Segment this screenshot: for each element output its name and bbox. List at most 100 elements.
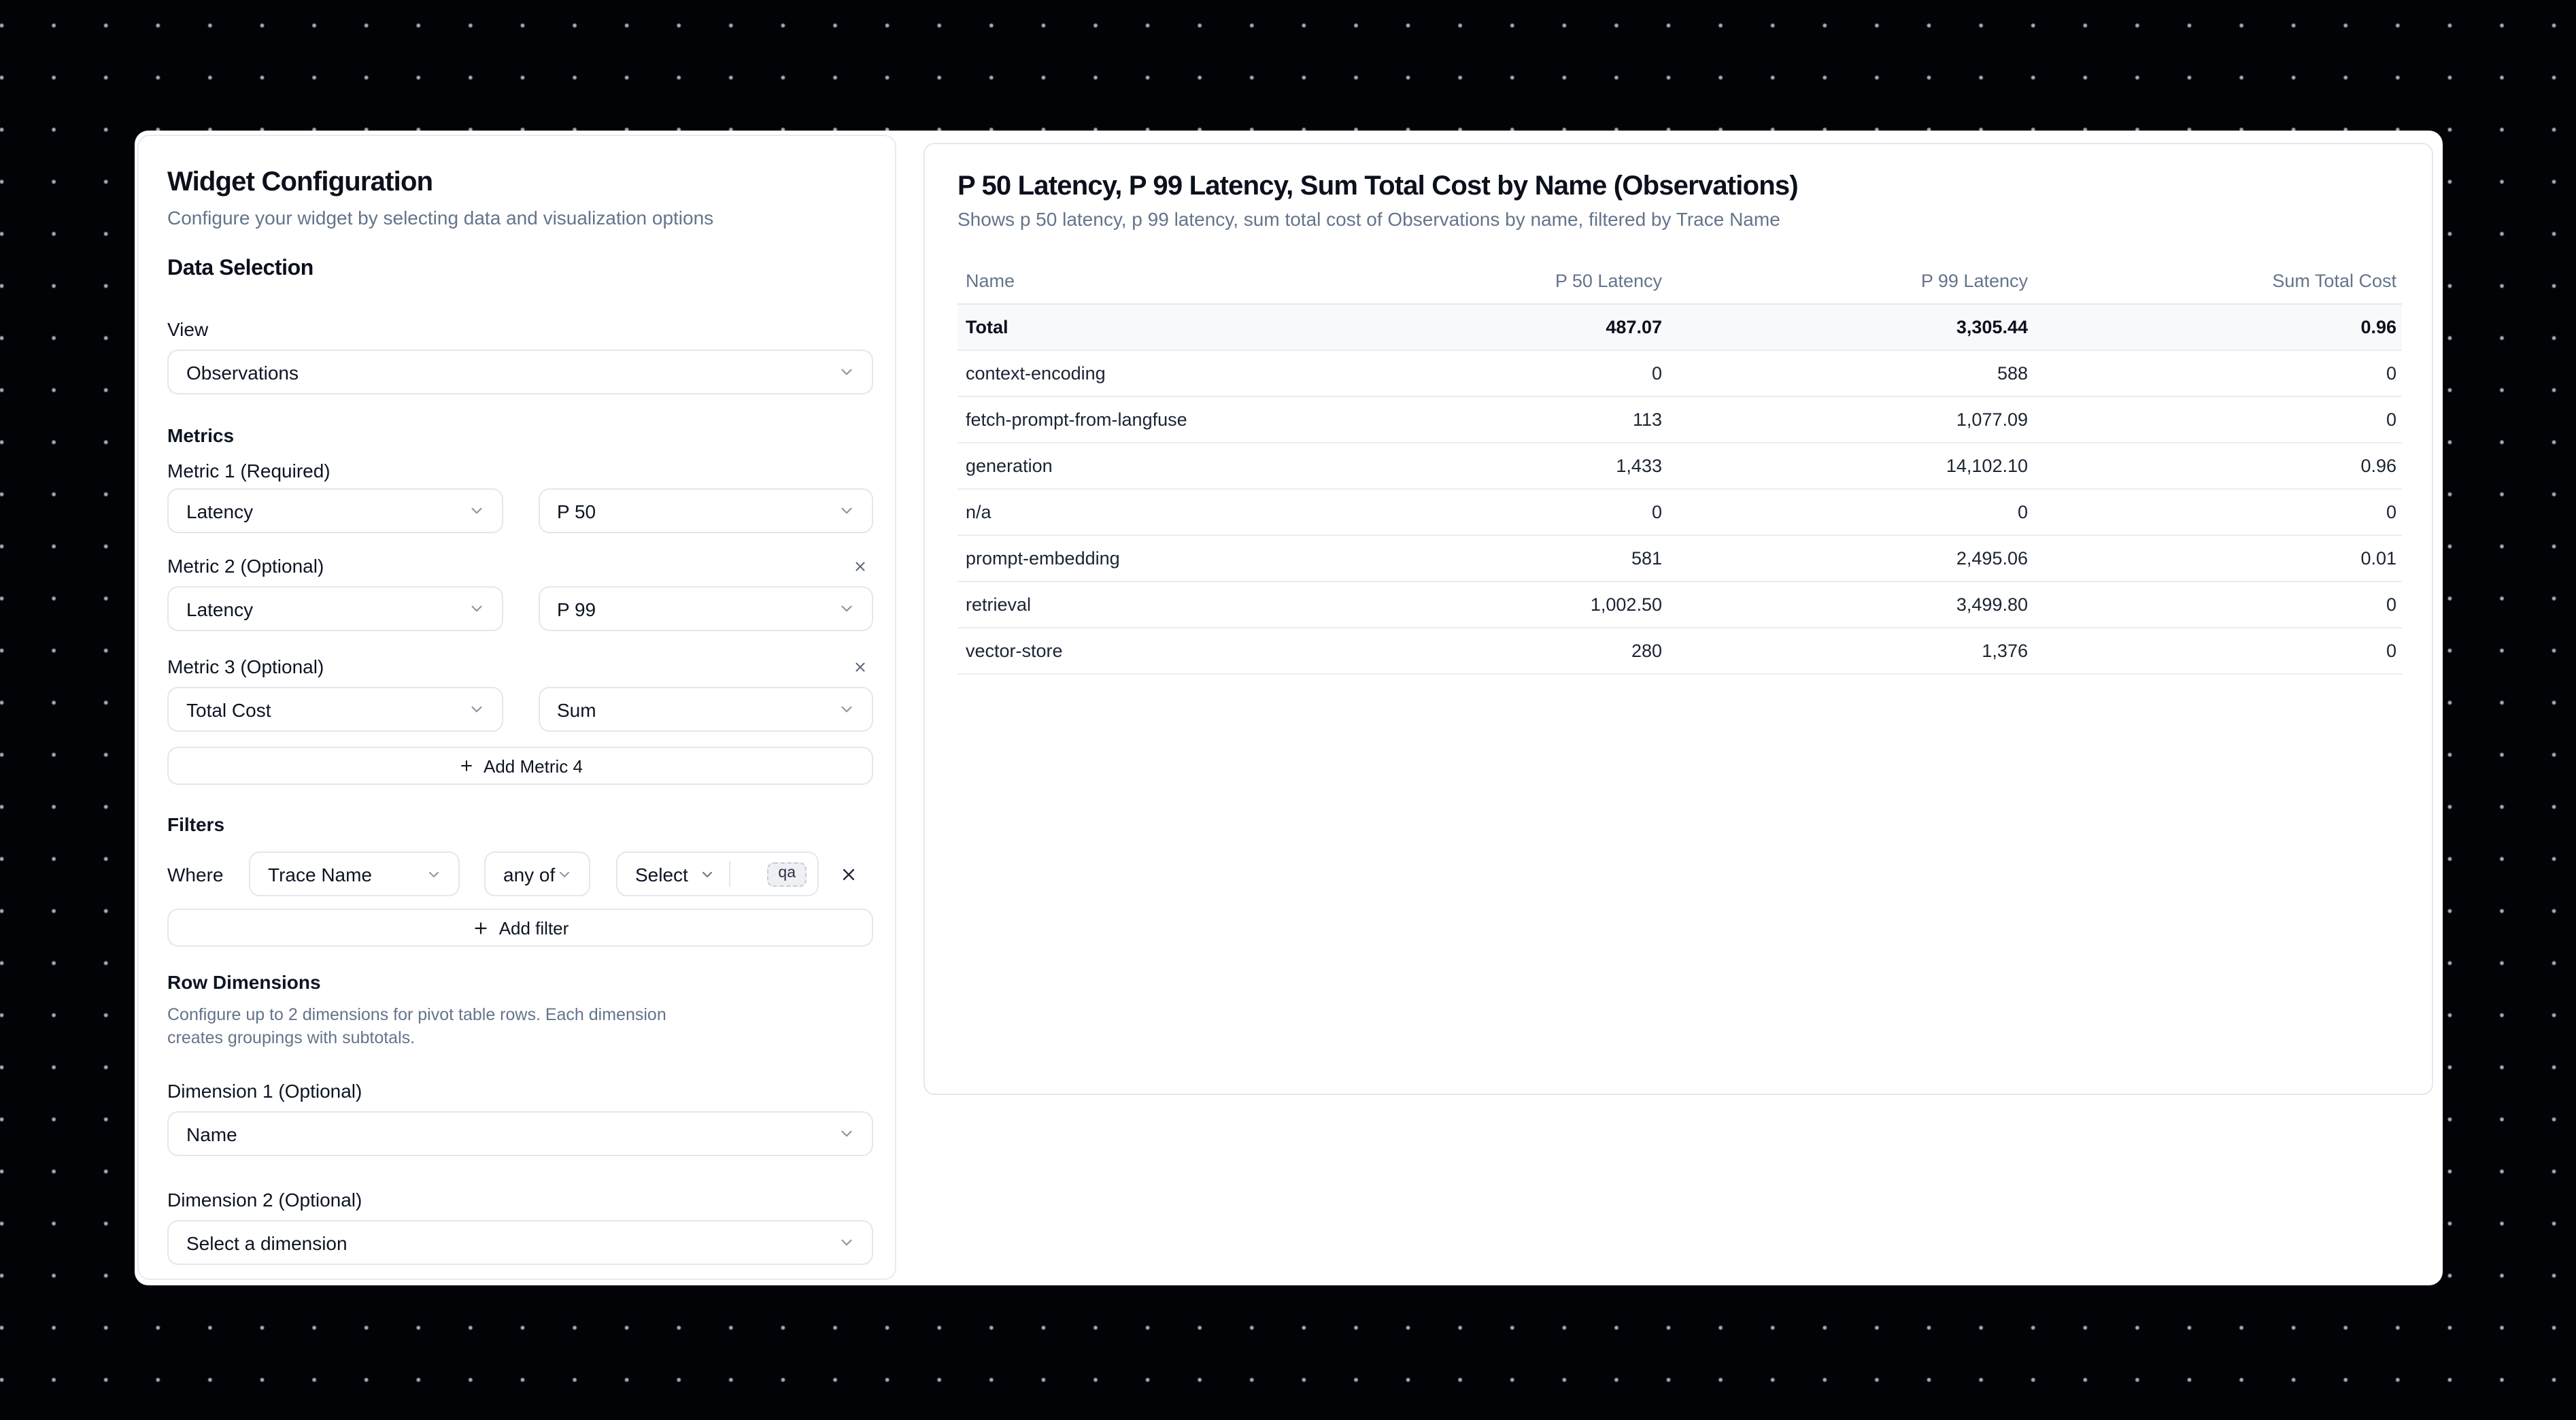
chevron-down-icon	[838, 502, 855, 520]
table-row: prompt-embedding 581 2,495.06 0.01	[957, 536, 2402, 582]
table-cell-cost: 0	[2386, 409, 2396, 430]
remove-metric-2-button[interactable]	[850, 556, 870, 576]
filter-operator-value: any of	[503, 863, 556, 885]
table-cell-name: prompt-embedding	[966, 548, 1120, 569]
chevron-down-icon	[699, 866, 715, 882]
table-cell-cost: 0.96	[2360, 456, 2396, 476]
metric-3-aggregation-value: Sum	[557, 698, 596, 720]
filter-column-value: Trace Name	[268, 863, 373, 885]
metric-3-label: Metric 3 (Optional)	[167, 656, 324, 677]
filter-value-placeholder: Select	[635, 863, 688, 885]
metric-1-measure-select[interactable]: Latency	[167, 488, 503, 533]
table-cell-p99: 14,102.10	[1946, 456, 2028, 476]
metric-1-aggregation-select[interactable]: P 50	[538, 488, 873, 533]
widget-builder-window: Widget Configuration Configure your widg…	[135, 131, 2443, 1285]
dimension-1-value: Name	[186, 1123, 237, 1145]
table-cell-p50: 0	[1651, 363, 1662, 384]
metric-3-aggregation-select[interactable]: Sum	[538, 687, 873, 732]
x-icon	[853, 558, 868, 573]
chevron-down-icon	[838, 700, 855, 718]
table-cell-p50: 280	[1631, 641, 1662, 661]
filter-column-select[interactable]: Trace Name	[249, 851, 460, 896]
table-row: vector-store 280 1,376 0	[957, 628, 2402, 675]
x-icon	[853, 659, 868, 674]
view-label: View	[167, 318, 209, 340]
chevron-down-icon	[467, 700, 485, 718]
table-cell-p99: 0	[2017, 502, 2028, 522]
table-row: retrieval 1,002.50 3,499.80 0	[957, 582, 2402, 628]
table-cell-p99: 588	[1997, 363, 2028, 384]
metric-1-label: Metric 1 (Required)	[167, 460, 331, 481]
column-header-name: Name	[966, 271, 1015, 291]
table-cell-p99: 2,495.06	[1956, 548, 2028, 569]
chevron-down-icon	[467, 502, 485, 520]
remove-filter-button[interactable]	[836, 862, 861, 886]
table-cell-p50: 1,433	[1616, 456, 1662, 476]
column-header-sum-total-cost: Sum Total Cost	[2272, 271, 2396, 291]
view-select[interactable]: Observations	[167, 350, 873, 394]
metric-3-measure-select[interactable]: Total Cost	[167, 687, 503, 732]
widget-configuration-panel: Widget Configuration Configure your widg…	[137, 135, 896, 1280]
dimension-2-value: Select a dimension	[186, 1232, 348, 1253]
metric-2-label: Metric 2 (Optional)	[167, 555, 324, 577]
pivot-table-body: Total 487.07 3,305.44 0.96 context-encod…	[957, 305, 2402, 675]
dimension-1-select[interactable]: Name	[167, 1111, 873, 1156]
dimension-2-label: Dimension 2 (Optional)	[167, 1189, 362, 1211]
pivot-table: Name P 50 Latency P 99 Latency Sum Total…	[957, 258, 2402, 675]
add-filter-button[interactable]: Add filter	[167, 909, 873, 947]
divider	[728, 861, 730, 887]
add-filter-label: Add filter	[498, 917, 569, 938]
filter-row: Where Trace Name any of Select qa	[167, 851, 873, 896]
table-cell-name: fetch-prompt-from-langfuse	[966, 409, 1187, 430]
add-metric-label: Add Metric 4	[484, 756, 583, 776]
table-cell-cost: 0	[2386, 363, 2396, 384]
filters-heading: Filters	[167, 813, 225, 835]
metric-1-measure-value: Latency	[186, 500, 254, 522]
table-row: fetch-prompt-from-langfuse 113 1,077.09 …	[957, 397, 2402, 443]
dimension-1-label: Dimension 1 (Optional)	[167, 1080, 362, 1102]
remove-metric-3-button[interactable]	[850, 656, 870, 677]
table-cell-p99: 1,077.09	[1956, 409, 2028, 430]
x-icon	[839, 864, 858, 883]
table-cell-cost: 0	[2386, 594, 2396, 615]
filter-value-select[interactable]: Select qa	[616, 851, 819, 896]
table-header-row: Name P 50 Latency P 99 Latency Sum Total…	[957, 258, 2402, 305]
table-cell-cost: 0.96	[2360, 317, 2396, 337]
metrics-heading: Metrics	[167, 424, 235, 446]
add-metric-button[interactable]: Add Metric 4	[167, 747, 873, 785]
metric-2-aggregation-value: P 99	[557, 598, 596, 620]
dimension-2-select[interactable]: Select a dimension	[167, 1220, 873, 1265]
filter-operator-select[interactable]: any of	[484, 851, 590, 896]
column-header-p99-latency: P 99 Latency	[1920, 271, 2028, 291]
table-cell-name: context-encoding	[966, 363, 1106, 384]
view-select-value: Observations	[186, 361, 299, 383]
table-cell-name: retrieval	[966, 594, 1032, 615]
table-row: Total 487.07 3,305.44 0.96	[957, 305, 2402, 351]
column-header-p50-latency: P 50 Latency	[1555, 271, 1662, 291]
table-cell-p50: 581	[1631, 548, 1662, 569]
plus-icon	[472, 919, 490, 936]
table-cell-p50: 0	[1651, 502, 1662, 522]
panel-title: Widget Configuration	[167, 167, 433, 197]
table-cell-cost: 0	[2386, 641, 2396, 661]
table-cell-name: vector-store	[966, 641, 1063, 661]
table-cell-p50: 487.07	[1606, 317, 1662, 337]
chevron-down-icon	[838, 1125, 855, 1143]
table-cell-p50: 1,002.50	[1590, 594, 1662, 615]
table-cell-name: Total	[966, 317, 1009, 337]
metric-2-aggregation-select[interactable]: P 99	[538, 586, 873, 631]
chevron-down-icon	[838, 1234, 855, 1251]
chevron-down-icon	[556, 866, 573, 882]
table-cell-p99: 3,499.80	[1956, 594, 2028, 615]
table-cell-name: generation	[966, 456, 1053, 476]
row-dimensions-heading: Row Dimensions	[167, 971, 321, 993]
chevron-down-icon	[426, 866, 442, 882]
widget-preview-card: P 50 Latency, P 99 Latency, Sum Total Co…	[923, 143, 2433, 1095]
chevron-down-icon	[838, 600, 855, 618]
chevron-down-icon	[838, 363, 855, 381]
table-row: generation 1,433 14,102.10 0.96	[957, 443, 2402, 490]
plus-icon	[458, 758, 474, 774]
metric-1-aggregation-value: P 50	[557, 500, 596, 522]
metric-2-measure-select[interactable]: Latency	[167, 586, 503, 631]
